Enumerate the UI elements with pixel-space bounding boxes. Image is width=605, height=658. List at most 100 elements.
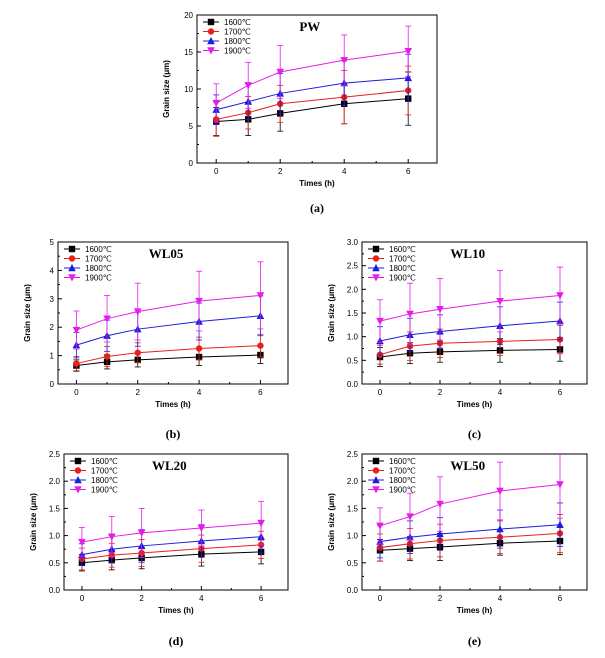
data-point <box>195 297 203 306</box>
square-marker-icon <box>207 18 215 26</box>
legend-label: 1800℃ <box>85 264 112 273</box>
legend-label: 1600℃ <box>389 245 416 254</box>
data-point <box>556 292 564 300</box>
data-point <box>436 529 444 538</box>
x-tick-label: 2 <box>136 388 141 397</box>
chart-panel-d: 0.0 0.5 1.0 1.5 2.0 2.5 0 2 4 6 Times (h) Grain siz… <box>29 450 289 648</box>
x-axis-label: Times (h) <box>155 400 191 409</box>
y-tick-label: 20 <box>184 11 193 20</box>
x-tick-label: 4 <box>342 167 347 176</box>
x-axis-label: Times (h) <box>299 179 335 188</box>
triangle-up-marker-icon <box>372 264 380 272</box>
triangle-down-marker-icon <box>372 486 380 494</box>
series-line <box>81 522 262 543</box>
y-axis-label: Grain size (μm) <box>162 60 171 118</box>
data-point <box>197 524 206 532</box>
square-marker-icon <box>372 245 380 253</box>
series-3 <box>376 266 564 346</box>
series-line <box>76 294 261 331</box>
y-tick-label: 2.0 <box>49 477 61 486</box>
chart-panel-b: 0 1 2 3 4 5 0 2 4 6 Times (h) Grain size (μm) WL05 (b… <box>23 238 289 441</box>
y-tick-label: 3.0 <box>347 238 359 247</box>
figure-caption: (a) <box>310 201 324 215</box>
chart-panel-c: 0.0 0.5 1.0 1.5 2.0 2.5 3.0 0 2 4 6 Times (h) Grain … <box>327 238 588 441</box>
y-tick-label: 5 <box>189 122 194 131</box>
circle-marker-icon <box>207 28 215 35</box>
figure-caption: (e) <box>468 634 481 648</box>
data-layer <box>212 25 412 137</box>
chart-title: WL05 <box>149 246 184 261</box>
y-tick-label: 0.5 <box>347 356 359 365</box>
legend-label: 1700℃ <box>389 467 416 476</box>
data-point <box>556 520 564 528</box>
series-3 <box>78 500 265 558</box>
data-point <box>257 519 265 528</box>
chart-title: WL50 <box>450 458 485 473</box>
triangle-up-marker-icon <box>74 476 82 484</box>
series-2 <box>72 295 265 359</box>
series-line <box>215 50 409 104</box>
x-tick-label: 4 <box>199 594 204 603</box>
y-tick-label: 1 <box>50 352 55 361</box>
y-tick-label: 2.0 <box>347 477 359 486</box>
y-axis-label: Grain size (μm) <box>327 284 336 342</box>
series-2 <box>78 519 265 566</box>
y-tick-label: 0.0 <box>49 586 61 595</box>
x-tick-label: 0 <box>378 594 383 603</box>
y-tick-label: 0.5 <box>49 559 61 568</box>
data-point <box>556 481 564 489</box>
data-layer <box>376 266 564 367</box>
series-3 <box>212 25 412 123</box>
x-tick-label: 4 <box>498 388 503 397</box>
series-2 <box>376 502 564 559</box>
y-tick-label: 2.0 <box>347 285 359 294</box>
series-1 <box>73 333 264 372</box>
y-tick-label: 2.5 <box>49 450 61 459</box>
square-marker-icon <box>372 457 380 465</box>
x-tick-label: 4 <box>197 388 202 397</box>
x-tick-label: 6 <box>406 167 411 176</box>
data-point <box>436 306 444 314</box>
data-point <box>103 315 111 323</box>
y-tick-label: 5 <box>50 238 55 247</box>
data-point <box>137 529 146 537</box>
y-tick-label: 0.0 <box>347 380 359 389</box>
x-tick-label: 2 <box>438 388 443 397</box>
data-layer <box>376 454 564 562</box>
figure-caption: (b) <box>166 427 181 441</box>
data-point <box>276 68 284 76</box>
legend-label: 1600℃ <box>85 245 112 254</box>
y-tick-label: 1.0 <box>347 532 359 541</box>
data-point <box>406 513 414 521</box>
data-point <box>257 342 264 349</box>
legend-label: 1700℃ <box>224 28 251 37</box>
data-point <box>496 525 504 533</box>
y-tick-label: 0 <box>189 159 194 168</box>
legend-label: 1800℃ <box>389 476 416 485</box>
data-point <box>212 99 220 108</box>
legend-label: 1800℃ <box>389 264 416 273</box>
triangle-down-marker-icon <box>207 47 215 55</box>
legend-label: 1700℃ <box>91 467 118 476</box>
data-point <box>406 310 414 318</box>
circle-marker-icon <box>68 255 76 262</box>
series-0 <box>213 71 412 137</box>
legend-label: 1600℃ <box>389 457 416 466</box>
x-axis-label: Times (h) <box>457 400 493 409</box>
y-tick-label: 2.5 <box>347 262 359 271</box>
y-tick-label: 0.5 <box>347 559 359 568</box>
y-tick-label: 0.0 <box>347 586 359 595</box>
circle-marker-icon <box>372 467 380 474</box>
data-point <box>133 308 142 316</box>
legend-label: 1900℃ <box>91 486 118 495</box>
y-tick-label: 1.5 <box>347 309 359 318</box>
triangle-up-marker-icon <box>207 37 215 45</box>
data-layer <box>72 261 265 372</box>
x-tick-label: 6 <box>558 594 563 603</box>
chart-panel-a: 0 5 10 15 20 0 2 4 6 Times (h) Grain size (μm) PW (a… <box>162 11 438 215</box>
x-axis-label: Times (h) <box>457 606 493 615</box>
y-axis-label: Grain size (μm) <box>327 493 336 551</box>
series-line <box>216 89 409 120</box>
